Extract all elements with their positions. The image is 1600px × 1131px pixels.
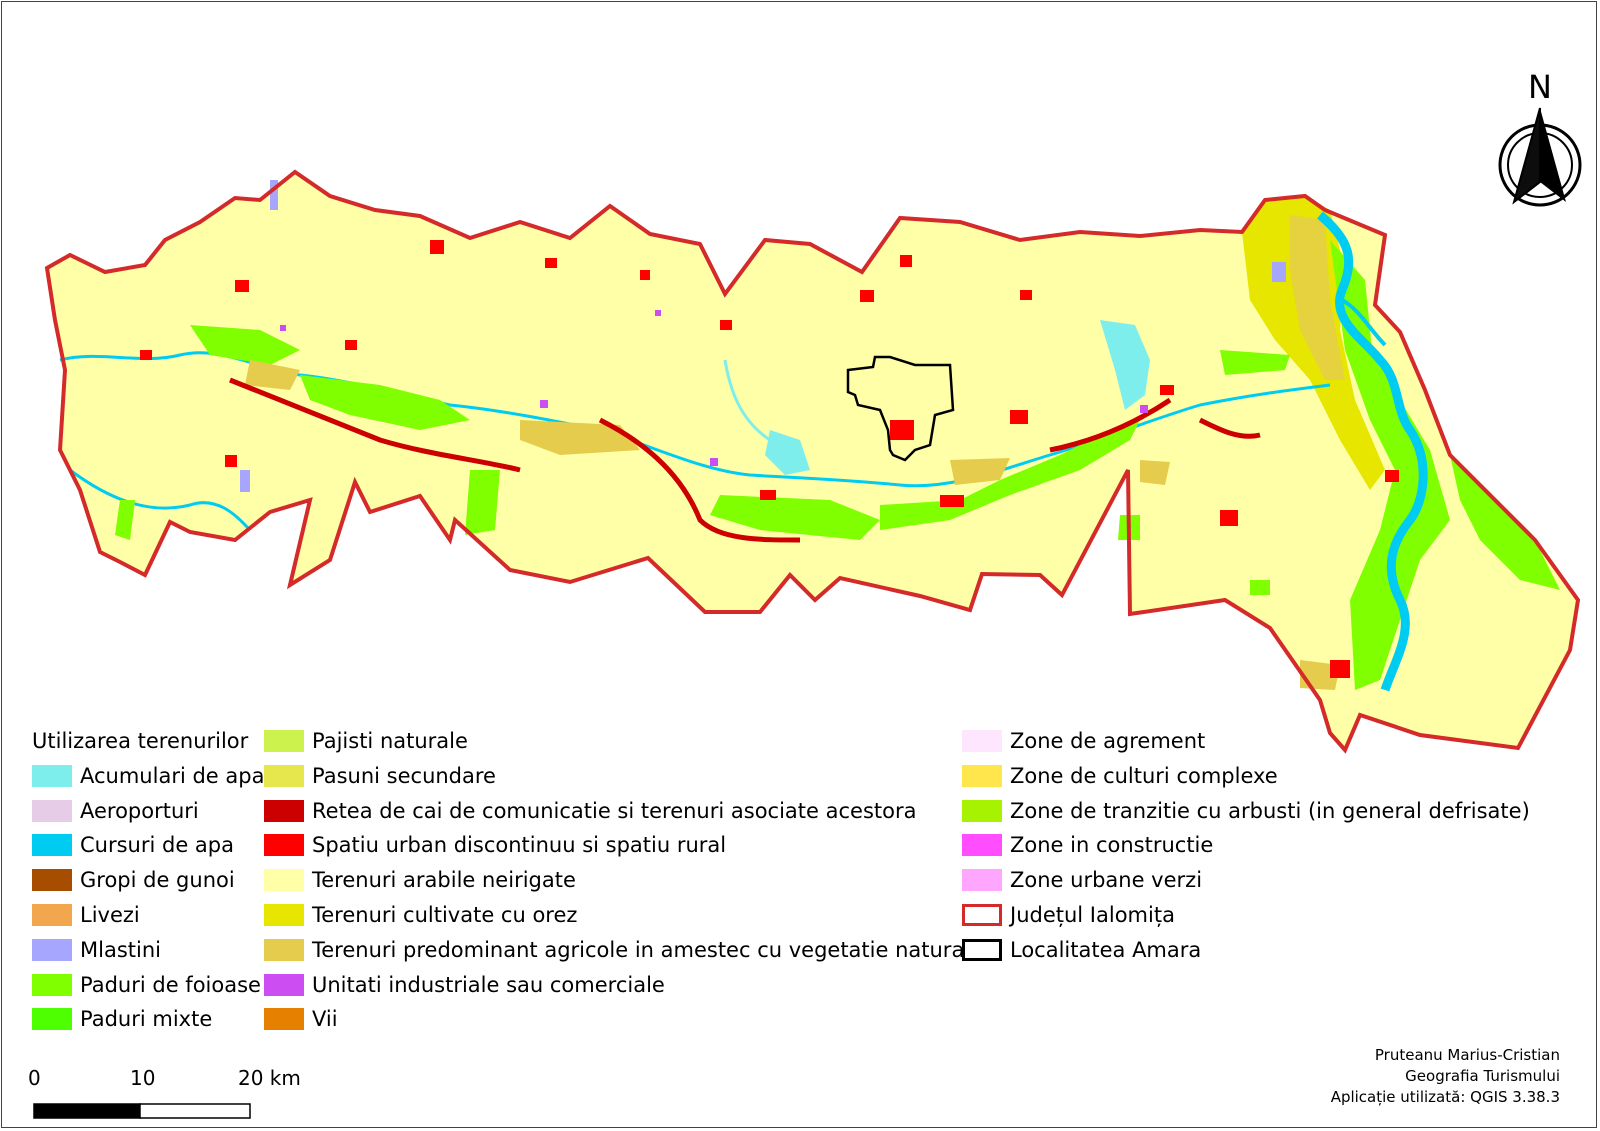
legend-label: Terenuri predominant agricole in amestec… — [312, 937, 984, 962]
legend-swatch — [32, 938, 72, 961]
legend-label: Mlastini — [80, 937, 161, 962]
lake-north — [1100, 320, 1150, 410]
north-arrow-label: N — [1528, 68, 1552, 106]
legend-swatch — [962, 730, 1002, 752]
legend-label: Terenuri cultivate cu orez — [312, 903, 578, 927]
legend-swatch — [264, 1008, 304, 1031]
north-arrow-icon — [1498, 107, 1582, 207]
marsh-patches — [240, 180, 1286, 492]
urban-settlements — [140, 240, 1399, 678]
road-network — [229, 377, 1261, 543]
legend-swatch — [962, 938, 1002, 961]
legend-label: Județul Ialomița — [1010, 903, 1175, 927]
credits: Pruteanu Marius-Cristian Geografia Turis… — [1331, 1045, 1560, 1108]
legend-label: Zone in constructie — [1010, 833, 1214, 858]
legend-swatch — [32, 834, 72, 857]
scalebar-label-0: 0 — [28, 1066, 41, 1090]
legend-label: Acumulari de apa — [80, 763, 265, 788]
forest-east — [1330, 240, 1450, 690]
legend-swatch — [264, 799, 304, 822]
legend-label: Pasuni secundare — [312, 763, 496, 788]
legend-label: Paduri mixte — [80, 1007, 213, 1032]
legend-title: Utilizarea terenurilor — [32, 729, 249, 753]
industrial-patches — [280, 310, 1148, 466]
legend-swatch — [264, 938, 304, 961]
legend-swatch — [264, 834, 304, 857]
credits-software: Aplicație utilizată: QGIS 3.38.3 — [1330, 1088, 1560, 1106]
legend-label: Cursuri de apa — [80, 833, 234, 858]
legend-label: Zone urbane verzi — [1010, 868, 1203, 893]
legend-label: Gropi de gunoi — [80, 868, 235, 893]
scale-bar — [33, 1103, 251, 1119]
legend-swatch — [32, 904, 72, 926]
legend-swatch — [264, 904, 304, 926]
mixed-agri-east — [1290, 215, 1345, 380]
forest-east-2 — [1450, 455, 1560, 590]
legend-label: Zone de agrement — [1010, 729, 1206, 753]
legend-swatch — [264, 973, 304, 996]
legend-label: Localitatea Amara — [1010, 937, 1202, 962]
legend-label: Terenuri arabile neirigate — [312, 868, 576, 893]
river-west-branch — [69, 468, 252, 532]
legend-swatch — [962, 799, 1002, 822]
scalebar-label-20km: 20 km — [238, 1066, 301, 1090]
legend-swatch — [264, 869, 304, 892]
legend-swatch — [962, 869, 1002, 892]
legend-swatch — [962, 904, 1002, 926]
county-ialomita-outline — [44, 169, 1581, 754]
stream-north — [723, 359, 771, 442]
legend-swatch — [264, 730, 304, 752]
lake-center — [765, 430, 810, 475]
river-borcea — [1340, 298, 1387, 347]
legend-swatch — [962, 834, 1002, 857]
legend-swatch — [264, 764, 304, 787]
river-danube — [1317, 211, 1428, 692]
legend-swatch — [962, 764, 1002, 787]
legend-label: Spatiu urban discontinuu si spatiu rural — [312, 833, 727, 858]
legend-swatch — [32, 764, 72, 787]
pasture-patches — [245, 360, 1340, 690]
legend-label: Livezi — [80, 903, 140, 927]
scalebar-label-10: 10 — [130, 1066, 156, 1090]
amara-outline — [846, 355, 955, 462]
legend-label: Paduri de foioase — [80, 972, 261, 997]
legend-swatch — [32, 869, 72, 892]
credits-course: Geografia Turismului — [1405, 1067, 1560, 1085]
legend-swatch — [32, 1008, 72, 1031]
legend-label: Aeroporturi — [80, 798, 199, 823]
legend-label: Vii — [312, 1007, 338, 1032]
legend-label: Zone de culturi complexe — [1010, 763, 1278, 788]
legend-label: Retea de cai de comunicatie si terenuri … — [312, 798, 917, 823]
legend-swatch — [32, 973, 72, 996]
credits-author: Pruteanu Marius-Cristian — [1374, 1046, 1560, 1064]
legend-label: Unitati industriale sau comerciale — [312, 972, 665, 997]
legend-label: Zone de tranzitie cu arbusti (in general… — [1010, 798, 1530, 823]
legend-label: Pajisti naturale — [312, 729, 468, 753]
county-ialomita-area — [47, 172, 1578, 750]
legend-swatch — [32, 799, 72, 822]
